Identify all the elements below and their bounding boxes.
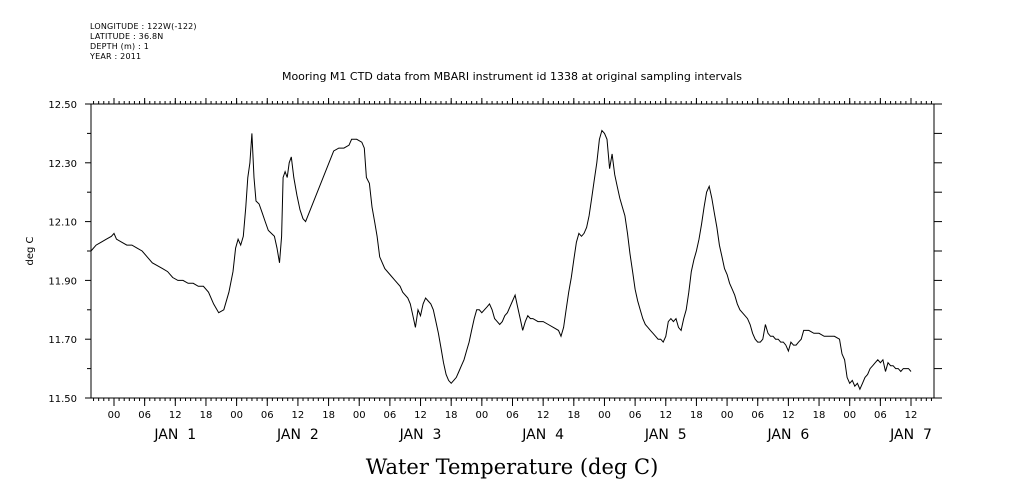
x-tick-label: 00 <box>475 410 488 421</box>
x-day-label: JAN 6 <box>767 427 810 443</box>
x-tick-label: 06 <box>874 410 887 421</box>
x-tick-label: 06 <box>138 410 151 421</box>
x-tick-label: 00 <box>230 410 243 421</box>
x-tick-label: 12 <box>292 410 305 421</box>
x-tick-label: 06 <box>629 410 642 421</box>
temperature-series-line <box>90 129 912 391</box>
metadata-block: LONGITUDE : 122W(-122) LATITUDE : 36.8N … <box>90 22 197 62</box>
chart-title: Mooring M1 CTD data from MBARI instrumen… <box>282 70 742 83</box>
x-tick-label: 00 <box>843 410 856 421</box>
x-day-label: JAN 1 <box>153 427 196 443</box>
x-tick-label: 12 <box>659 410 672 421</box>
x-tick-label: 12 <box>905 410 918 421</box>
x-tick-label: 06 <box>384 410 397 421</box>
y-tick-label: 11.50 <box>48 394 77 405</box>
x-tick-label: 12 <box>414 410 427 421</box>
x-day-label: JAN 4 <box>521 427 564 443</box>
x-tick-label: 00 <box>108 410 121 421</box>
x-tick-label: 18 <box>567 410 580 421</box>
y-tick-label: 11.90 <box>48 276 77 287</box>
y-tick-label: 11.70 <box>48 335 77 346</box>
x-tick-label: 12 <box>169 410 182 421</box>
x-axis-label: Water Temperature (deg C) <box>366 455 659 479</box>
x-tick-label: 18 <box>200 410 213 421</box>
y-tick-label: 12.30 <box>48 159 77 170</box>
y-tick-label: 12.50 <box>48 100 77 111</box>
depth-label: DEPTH (m) : 1 <box>90 42 149 51</box>
x-tick-label: 12 <box>782 410 795 421</box>
x-tick-label: 12 <box>537 410 550 421</box>
x-tick-label: 00 <box>598 410 611 421</box>
x-tick-label: 18 <box>813 410 826 421</box>
x-tick-label: 18 <box>445 410 458 421</box>
y-axis-label: deg C <box>25 236 36 265</box>
x-tick-label: 06 <box>751 410 764 421</box>
x-tick-label: 18 <box>690 410 703 421</box>
x-day-label: JAN 5 <box>644 427 687 443</box>
plot-frame <box>90 103 935 399</box>
y-tick-label: 12.10 <box>48 218 77 229</box>
x-tick-label: 06 <box>506 410 519 421</box>
x-tick-label: 00 <box>721 410 734 421</box>
x-day-label: JAN 3 <box>399 427 442 443</box>
longitude-label: LONGITUDE : 122W(-122) <box>90 22 197 31</box>
latitude-label: LATITUDE : 36.8N <box>90 32 164 41</box>
x-day-label: JAN 7 <box>889 427 932 443</box>
axes-group: 11.50 11.70 11.90 12.10 12.30 12.50 00 06 12 18 00… <box>48 98 942 443</box>
year-label: YEAR : 2011 <box>90 52 142 61</box>
x-tick-label: 06 <box>261 410 274 421</box>
x-tick-label: 00 <box>353 410 366 421</box>
x-tick-label: 18 <box>322 410 335 421</box>
x-day-label: JAN 2 <box>276 427 319 443</box>
